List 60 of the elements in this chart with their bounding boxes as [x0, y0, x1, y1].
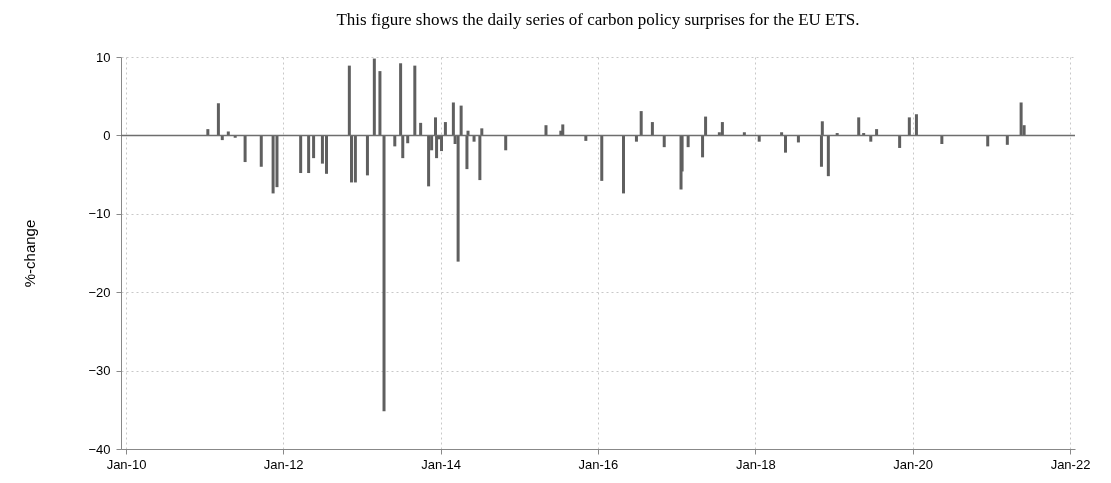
bar: [206, 129, 210, 136]
bar: [443, 122, 447, 136]
bar: [600, 135, 604, 181]
x-tick-label: Jan-18: [735, 456, 776, 472]
bar: [259, 135, 263, 167]
x-tick-label: Jan-22: [1050, 456, 1091, 472]
bar: [299, 135, 303, 174]
bar: [662, 135, 666, 148]
bar: [393, 135, 397, 147]
bar: [914, 114, 918, 136]
x-tick-label: Jan-16: [578, 456, 619, 472]
y-tick-label: 10: [96, 49, 111, 65]
x-tick-label: Jan-14: [421, 456, 462, 472]
bar: [701, 135, 705, 158]
bar: [875, 129, 879, 136]
bar: [353, 135, 357, 183]
bar: [378, 71, 382, 136]
bar: [1019, 102, 1023, 136]
bar: [365, 135, 369, 176]
bar: [216, 103, 220, 136]
bar: [312, 135, 316, 159]
bar: [622, 135, 626, 194]
y-tick-label: −10: [88, 206, 111, 222]
bar: [459, 105, 463, 136]
x-tick-label: Jan-20: [893, 456, 933, 472]
bar: [271, 135, 275, 194]
y-tick-label: −30: [88, 363, 111, 379]
bar: [907, 117, 911, 136]
y-tick-label: −20: [88, 284, 111, 300]
bar: [783, 135, 787, 153]
bar: [720, 122, 724, 136]
y-tick-label: −40: [88, 441, 111, 457]
bar: [704, 116, 708, 136]
bar: [986, 135, 990, 147]
bar: [243, 135, 247, 163]
bar: [382, 135, 386, 412]
bar: [413, 65, 417, 136]
bar: [456, 135, 460, 262]
bar: [650, 122, 654, 136]
bar: [639, 111, 643, 136]
bar: [465, 135, 469, 170]
bar: [686, 135, 690, 148]
bar: [427, 135, 431, 187]
bar: [544, 125, 548, 136]
bar: [504, 135, 508, 151]
bar: [826, 135, 830, 177]
y-tick-label: 0: [103, 127, 111, 143]
bar: [372, 58, 376, 136]
bar: [325, 135, 329, 174]
x-tick-label: Jan-10: [106, 456, 147, 472]
bar: [561, 124, 565, 136]
bar: [898, 135, 902, 148]
bar: [226, 131, 230, 136]
chart-title: This figure shows the daily series of carbon policy surprises for the EU ETS.: [336, 10, 860, 29]
bar: [440, 135, 444, 152]
bar: [419, 122, 423, 136]
y-axis-title: %-change: [21, 219, 39, 288]
bar: [307, 135, 311, 174]
x-tick-label: Jan-12: [263, 456, 304, 472]
bar: [857, 117, 861, 136]
